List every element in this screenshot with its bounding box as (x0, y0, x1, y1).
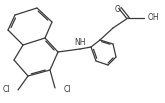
Text: Cl: Cl (2, 85, 10, 94)
Text: NH: NH (74, 38, 86, 47)
Text: O: O (115, 5, 121, 14)
Text: OH: OH (148, 13, 160, 22)
Text: Cl: Cl (64, 85, 71, 94)
